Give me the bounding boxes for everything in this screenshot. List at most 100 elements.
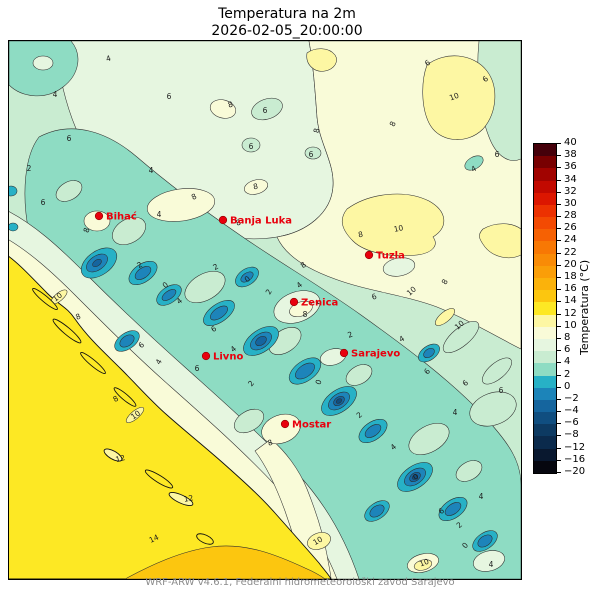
contour-value-label: 4 <box>149 166 154 175</box>
colorbar-tick-label: 20 <box>564 258 577 270</box>
contour-patch <box>92 258 102 268</box>
contour-patch <box>210 305 228 321</box>
contour-value-label: 2 <box>246 379 256 389</box>
colorbar-tick <box>557 143 561 144</box>
contour-value-label: 4 <box>295 280 305 290</box>
colorbar-tick <box>557 362 561 364</box>
colorbar-tick-label: 10 <box>564 319 577 331</box>
city-marker-layer: Bihać Banja Luka Tuzla Zenica Livno Sarajevo M… <box>94 211 405 431</box>
colorbar-tick-label: 16 <box>564 283 577 295</box>
contour-patch <box>261 413 301 445</box>
colorbar-tick-label: 0 <box>564 380 571 392</box>
contour-value-label: 2 <box>264 287 274 296</box>
colorbar-tick <box>557 264 561 266</box>
colorbar-segment <box>534 167 556 181</box>
contour-patch <box>241 137 261 153</box>
colorbar-segment <box>534 180 556 193</box>
colorbar-segment <box>534 326 556 339</box>
island-shape <box>32 288 58 310</box>
contour-patch <box>304 146 322 160</box>
colorbar-segment <box>534 460 556 473</box>
colorbar-tick-label: 24 <box>564 234 577 246</box>
contour-patch <box>482 357 512 385</box>
contour-patch <box>382 257 416 277</box>
colorbar-tick <box>557 423 561 425</box>
title-line2: 2026-02-05_20:00:00 <box>211 23 363 39</box>
contour-value-label: 6 <box>309 150 314 159</box>
contour-patch-layer <box>9 55 517 573</box>
colorbar-tick-label: −4 <box>564 405 579 417</box>
contour-value-label: 6 <box>423 58 432 68</box>
colorbar-tick <box>557 228 561 230</box>
contour-patch <box>9 222 19 232</box>
colorbar-tick-label: 22 <box>564 246 577 258</box>
colorbar-segment <box>534 216 556 230</box>
contour-value-label: 4 <box>389 442 399 452</box>
island-shape <box>144 469 174 489</box>
contour-patch <box>434 308 456 326</box>
colorbar-tick <box>557 386 561 388</box>
city-label: Tuzla <box>376 251 405 262</box>
contour-value-label: 4 <box>479 492 484 501</box>
colorbar-tick <box>557 411 561 413</box>
contour-value-label: 8 <box>252 182 258 192</box>
contour-value-label: 14 <box>148 533 161 545</box>
city-label: Sarajevo <box>351 349 400 360</box>
colorbar: −20 −16 −12 −8 −6 −4 −2 0 2 4 6 8 10 12 14 16 18 20 22 24 26… <box>533 137 597 477</box>
city-marker <box>280 419 290 429</box>
colorbar-tick <box>557 277 561 279</box>
contour-value-label: 8 <box>266 438 274 448</box>
contour-region-10-12-topcenter <box>306 48 337 72</box>
colorbar-tick-label: 6 <box>564 344 571 356</box>
figure-title: Temperatura na 2m 2026-02-05_20:00:00 <box>0 6 574 40</box>
contour-value-label: 8 <box>190 192 198 202</box>
contour-patch <box>473 550 505 572</box>
contour-patch <box>243 179 269 195</box>
colorbar-tick-label: 18 <box>564 271 577 283</box>
contour-value-label: 0 <box>314 378 324 386</box>
contour-value-label: 2 <box>346 330 354 340</box>
contour-patch <box>464 155 484 171</box>
contour-value-label: 4 <box>157 210 162 219</box>
city-label: Livno <box>213 352 243 363</box>
colorbar-tick <box>557 301 561 303</box>
contour-patch <box>336 398 342 404</box>
city-label: Banja Luka <box>230 216 292 227</box>
contour-value-label: 6 <box>167 92 172 101</box>
colorbar-segment <box>534 399 556 413</box>
colorbar-tick <box>557 203 561 205</box>
sea-region-14-16 <box>124 545 326 579</box>
contour-patch <box>412 474 418 480</box>
colorbar-tick <box>557 435 561 437</box>
contour-patch <box>469 391 517 427</box>
colorbar-tick-label: 32 <box>564 185 577 197</box>
colorbar-tick-label: 28 <box>564 210 577 222</box>
colorbar-tick <box>557 313 561 315</box>
contour-patch <box>209 99 237 119</box>
contour-value-label: 8 <box>357 230 363 240</box>
contour-value-label: 6 <box>263 106 268 115</box>
colorbar-tick <box>557 325 561 327</box>
island-shape <box>103 448 123 462</box>
contour-value-label: 6 <box>499 386 504 395</box>
contour-value-label: 0 <box>460 541 470 551</box>
contour-value-label: 4 <box>453 408 458 417</box>
contour-patch <box>442 320 480 354</box>
colorbar-tick-label: −12 <box>564 441 586 453</box>
contour-value-label: 8 <box>227 100 234 110</box>
colorbar-tick-label: 26 <box>564 222 577 234</box>
colorbar-segment <box>534 435 556 449</box>
colorbar-tick <box>557 374 561 376</box>
title-line1: Temperatura na 2m <box>218 6 356 22</box>
contour-patch <box>369 504 385 518</box>
city-marker <box>364 250 374 260</box>
contour-patch <box>83 210 111 232</box>
city-marker <box>218 215 228 225</box>
contour-value-label: 2 <box>455 520 465 530</box>
colorbar-segment <box>534 204 556 218</box>
contour-value-label: 6 <box>137 340 147 350</box>
contour-region-10-12-tuzla <box>341 193 445 257</box>
colorbar-tick-label: 30 <box>564 197 577 209</box>
contour-value-label: 8 <box>111 394 120 404</box>
